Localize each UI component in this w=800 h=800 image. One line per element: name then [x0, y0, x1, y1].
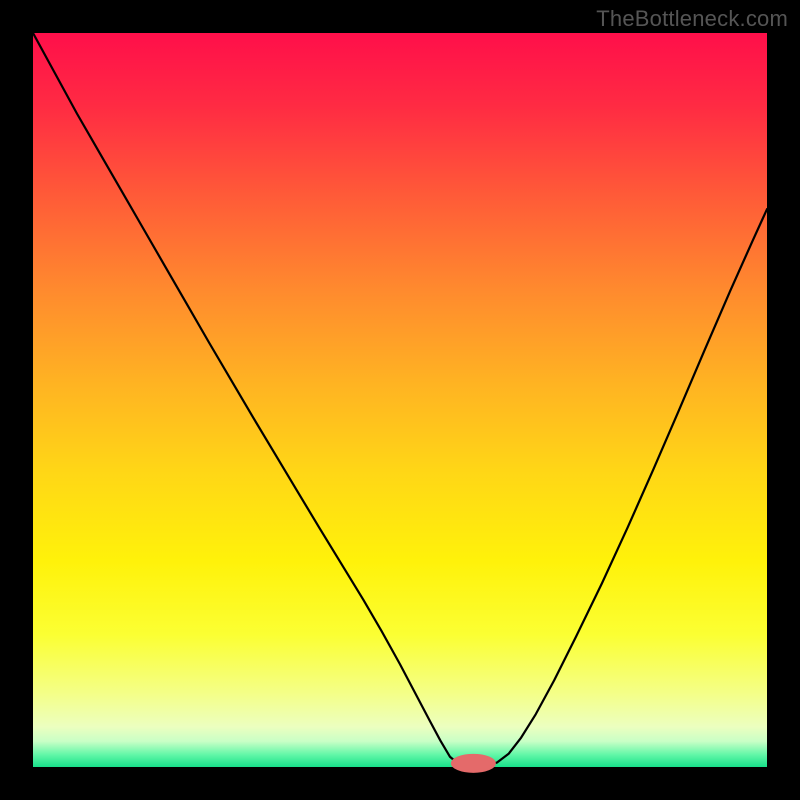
chart-frame: TheBottleneck.com	[0, 0, 800, 800]
watermark-text: TheBottleneck.com	[596, 6, 788, 32]
plot-background	[33, 33, 767, 767]
optimum-marker	[451, 754, 495, 772]
bottleneck-chart	[0, 0, 800, 800]
